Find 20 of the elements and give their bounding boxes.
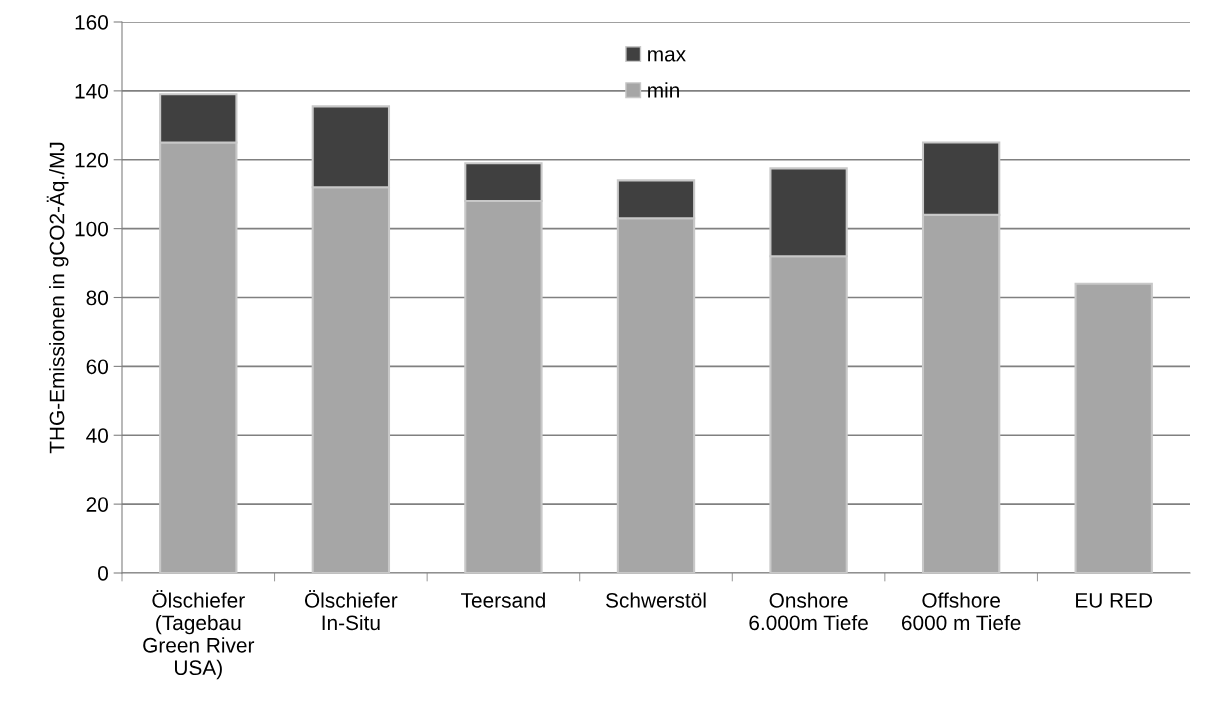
x-tick-label: EU RED — [1076, 593, 1153, 608]
x-tick-label: Offshore 6000 m Tiefe — [901, 592, 1021, 631]
y-tick-label: 80 — [86, 290, 108, 306]
legend-label: max — [648, 50, 686, 62]
x-tick-label: Teersand — [461, 592, 545, 608]
y-tick-label: 100 — [75, 221, 108, 237]
legend-label: min — [648, 82, 679, 98]
x-tick-label: Ölschiefer (Tagebau Green River USA) — [143, 590, 255, 680]
bar — [1074, 282, 1153, 573]
x-tick-label: Onshore 6.000m Tiefe — [749, 592, 868, 631]
y-axis-title: THG-Emissionen in gCO2-Äq./MJ — [46, 142, 69, 454]
x-tick-label: Ölschiefer In-Situ — [304, 590, 398, 631]
y-tick-label: 40 — [86, 428, 108, 443]
y-tick-label: 120 — [75, 152, 108, 168]
y-tick-label: 60 — [86, 359, 108, 375]
y-tick-label: 0 — [98, 566, 108, 581]
x-tick-label: Schwerstöl — [606, 592, 706, 608]
y-tick-label: 160 — [75, 15, 108, 30]
y-tick-label: 20 — [86, 497, 108, 512]
y-tick-label: 140 — [75, 83, 108, 99]
